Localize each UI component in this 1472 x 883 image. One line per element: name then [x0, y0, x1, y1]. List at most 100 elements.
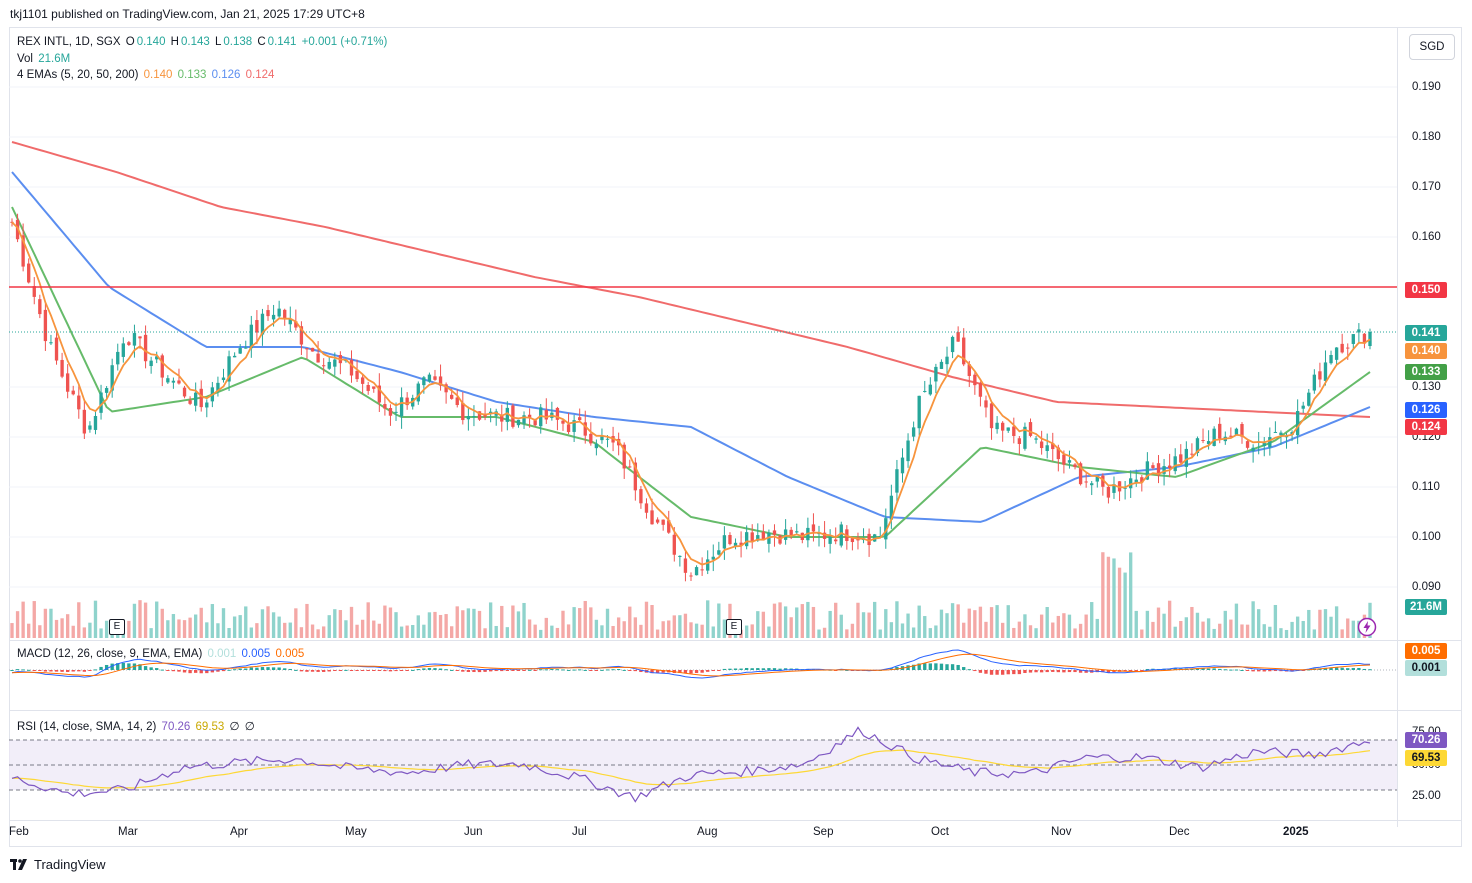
volume-bar — [427, 612, 432, 638]
volume-bar — [806, 601, 810, 638]
volume-bar — [811, 606, 816, 638]
volume-bar — [511, 605, 515, 638]
volume-bar — [461, 610, 465, 638]
volume-bar — [38, 625, 42, 638]
macd-histogram-bar — [911, 664, 916, 670]
macd-histogram-bar — [739, 668, 743, 670]
volume-bar — [1262, 624, 1266, 638]
volume-bar — [1028, 625, 1033, 638]
volume-bar — [383, 605, 387, 638]
footer-brand: TradingView — [34, 857, 106, 872]
candle-body — [27, 263, 31, 283]
volume-bar — [845, 629, 849, 638]
macd-histogram-bar — [539, 669, 543, 671]
volume-bar — [639, 624, 643, 638]
volume-bar — [32, 601, 36, 638]
candle-body — [650, 510, 654, 525]
volume-bar — [1051, 622, 1055, 638]
candle-body — [1056, 447, 1060, 460]
candle-body — [43, 309, 48, 342]
macd-histogram-bar — [38, 670, 42, 671]
candle-body — [911, 427, 916, 437]
macd-histogram-bar — [71, 670, 75, 672]
candle-body — [661, 519, 665, 525]
volume-bar — [856, 602, 860, 638]
candle-body — [166, 378, 170, 383]
volume-bar — [238, 615, 242, 638]
candle-body — [65, 373, 70, 392]
volume-bar — [578, 608, 582, 638]
volume-bar — [1312, 629, 1317, 638]
volume-bar — [132, 603, 137, 638]
candle-body — [733, 542, 738, 547]
candle-body — [744, 532, 749, 547]
macd-histogram-bar — [928, 663, 932, 670]
candle-body — [143, 334, 148, 362]
volume-bar — [299, 627, 304, 638]
macd-histogram-bar — [1078, 670, 1083, 673]
volume-bar — [945, 613, 949, 638]
candle-body — [1268, 437, 1272, 448]
volume-bar — [1295, 616, 1300, 638]
ema50-tag: 0.126 — [1405, 402, 1447, 418]
volume-bar — [650, 605, 654, 638]
candle-body — [149, 360, 153, 367]
volume-bar — [455, 606, 459, 638]
volume-bar — [939, 609, 944, 638]
macd-histogram-bar — [82, 670, 87, 672]
volume-bar — [583, 600, 587, 638]
candle-body — [1084, 481, 1088, 483]
candle-body — [1273, 431, 1278, 433]
candle-body — [221, 377, 226, 381]
volume-bar — [1346, 618, 1350, 638]
volume-bar — [416, 615, 420, 638]
candle-body — [1195, 438, 1200, 453]
macd-histogram-bar — [193, 670, 198, 673]
volume-bar — [88, 622, 92, 638]
volume-bar — [1173, 626, 1177, 638]
earnings-badge[interactable]: E — [109, 619, 125, 635]
candle-body — [1034, 438, 1038, 440]
candle-body — [1173, 456, 1177, 472]
x-tick: Nov — [1051, 826, 1072, 838]
candle-body — [700, 569, 704, 571]
candle-body — [828, 536, 832, 544]
volume-bar — [1223, 610, 1227, 638]
candle-body — [1329, 354, 1333, 364]
ema5-tag: 0.140 — [1405, 343, 1447, 359]
volume-bar — [466, 608, 471, 638]
volume-bar — [800, 604, 804, 638]
volume-bar — [344, 620, 348, 638]
volume-bar — [472, 608, 476, 638]
volume-bar — [756, 611, 760, 638]
candle-body — [160, 355, 164, 378]
candle-body — [789, 529, 793, 537]
macd-histogram-bar — [1223, 669, 1227, 671]
volume-bar — [678, 615, 682, 638]
price-tick: 0.190 — [1412, 81, 1441, 93]
candle-body — [104, 388, 109, 393]
macd-histogram-bar — [956, 664, 960, 670]
candle-body — [1323, 362, 1328, 381]
volume-bar — [1201, 621, 1205, 638]
volume-bar — [260, 609, 265, 638]
volume-bar — [605, 608, 610, 638]
currency-button[interactable]: SGD — [1409, 34, 1455, 60]
earnings-badge[interactable]: E — [726, 619, 742, 635]
volume-bar — [867, 612, 871, 638]
volume-bar — [155, 601, 159, 638]
candle-body — [956, 332, 960, 342]
volume-bar — [772, 603, 777, 638]
candle-body — [1334, 347, 1339, 360]
candle-body — [600, 435, 604, 441]
lightning-icon[interactable] — [1357, 617, 1377, 637]
candle-body — [533, 420, 537, 426]
macd-histogram-bar — [455, 670, 459, 671]
candle-body — [1067, 460, 1072, 463]
ema200-value: 0.124 — [245, 69, 275, 81]
volume-bar — [77, 602, 81, 638]
macd-histogram-bar — [377, 670, 381, 671]
footer: TradingView — [10, 857, 106, 872]
candle-body — [38, 299, 42, 315]
